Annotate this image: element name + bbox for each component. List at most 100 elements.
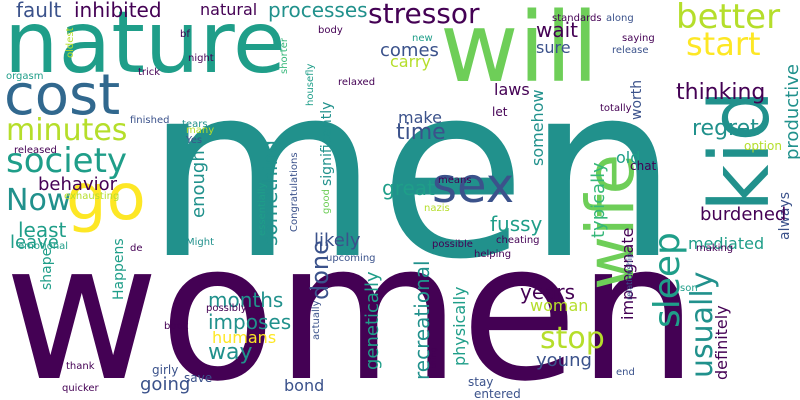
cloud-word-now: Now: [6, 183, 72, 218]
cloud-word-night: night: [188, 53, 214, 64]
cloud-word-possible: possible: [432, 239, 473, 250]
cloud-word-relaxed: relaxed: [338, 77, 376, 88]
cloud-word-release: release: [612, 45, 649, 56]
cloud-word-sure: sure: [536, 38, 571, 57]
cloud-word-tears: tears: [182, 119, 208, 130]
cloud-word-wait: wait: [536, 18, 579, 42]
cloud-word-might: Might: [186, 237, 215, 248]
cloud-word-sex: sex: [432, 158, 515, 214]
cloud-word-let: let: [492, 105, 508, 119]
cloud-word-de: de: [130, 243, 143, 254]
cloud-word-son: son: [680, 283, 698, 294]
cloud-word-start: start: [686, 25, 761, 63]
cloud-word-book: book: [164, 321, 189, 332]
cloud-word-emotional: emotional: [18, 241, 69, 252]
cloud-word-quicker: quicker: [62, 383, 99, 394]
cloud-word-old: old: [616, 148, 641, 167]
cloud-word-shape: shape: [39, 247, 55, 290]
cloud-word-thing: thing: [429, 347, 438, 368]
cloud-word-released: released: [14, 145, 57, 156]
cloud-word-enough: enough: [188, 150, 209, 218]
cloud-word-good: good: [321, 189, 332, 214]
cloud-word-mediated: mediated: [688, 234, 765, 253]
cloud-word-oldest: oldest: [65, 27, 76, 58]
cloud-word-essentially: essentially: [257, 182, 268, 236]
cloud-word-carry: carry: [390, 52, 431, 71]
cloud-word-cost: cost: [4, 63, 121, 128]
cloud-word-orgasm: orgasm: [6, 71, 44, 82]
cloud-word-worth: worth: [629, 79, 645, 120]
cloud-word-saying: saying: [622, 33, 655, 44]
cloud-word-regret: regret: [692, 116, 759, 141]
cloud-word-means: means: [438, 175, 472, 186]
cloud-word-burdened: burdened: [700, 204, 787, 225]
cloud-word-standards: standards: [552, 13, 602, 24]
cloud-word-behavior: behavior: [38, 174, 118, 195]
cloud-word-housefly: housefly: [305, 63, 316, 106]
cloud-word-men: men: [145, 32, 679, 312]
cloud-word-humans: humans: [212, 328, 277, 347]
cloud-word-stop: stop: [540, 321, 605, 356]
cloud-word-significantly: significantly: [319, 101, 335, 186]
cloud-word-will: will: [440, 0, 599, 104]
cloud-word-cheating: cheating: [496, 235, 540, 246]
cloud-word-definitely: definitely: [712, 305, 731, 380]
cloud-word-least: least: [18, 218, 67, 242]
cloud-word-minutes: minutes: [6, 113, 128, 148]
cloud-word-entered: entered: [474, 387, 521, 400]
cloud-word-physically: physically: [450, 286, 469, 366]
cloud-word-relationship: relationship: [625, 252, 634, 300]
cloud-word-laws: laws: [494, 80, 530, 99]
cloud-word-going: going: [140, 374, 191, 395]
cloud-word-thinking: thinking: [676, 80, 766, 105]
cloud-word-many: many: [186, 125, 215, 136]
cloud-word-shorter: shorter: [279, 38, 290, 74]
cloud-word-helping: helping: [474, 249, 512, 260]
cloud-word-girly: girly: [152, 363, 179, 377]
cloud-word-exhausting: exhausting: [64, 191, 120, 202]
cloud-word-way: way: [208, 340, 253, 365]
cloud-word-making: making: [696, 243, 734, 254]
cloud-word-months: months: [208, 288, 284, 312]
cloud-word-great: great: [382, 176, 435, 200]
cloud-word-body: body: [318, 25, 343, 36]
cloud-word-upcoming: upcoming: [326, 253, 376, 264]
cloud-word-fussy: fussy: [490, 212, 543, 236]
cloud-word-totally: totally: [600, 103, 632, 114]
cloud-word-stay: stay: [468, 375, 494, 389]
cloud-word-society: society: [6, 141, 128, 181]
cloud-word-stressor: stressor: [368, 0, 480, 30]
cloud-word-possibly: possibly: [206, 303, 247, 314]
cloud-word-comes: comes: [380, 40, 439, 61]
cloud-word-woman: woman: [530, 296, 589, 315]
cloud-word-leave: leave: [10, 232, 59, 253]
cloud-word-yes: Yes: [186, 135, 203, 146]
cloud-word-happens: Happens: [111, 238, 127, 300]
cloud-word-fault: fault: [16, 0, 62, 22]
cloud-word-nazis: nazis: [424, 203, 450, 214]
cloud-word-nature: nature: [4, 0, 286, 93]
cloud-word-actually: actually: [311, 300, 322, 341]
cloud-word-thank: thank: [66, 361, 95, 372]
cloud-word-genetically: genetically: [362, 271, 383, 370]
cloud-word-chat: chat: [630, 159, 657, 173]
cloud-word-typically: typically: [588, 162, 609, 238]
cloud-word-women: women: [4, 202, 699, 400]
cloud-word-save: save: [184, 371, 213, 385]
cloud-word-likely: likely: [314, 230, 361, 251]
cloud-word-bond: bond: [284, 376, 325, 395]
cloud-word-sleep: sleep: [647, 232, 688, 328]
cloud-word-processes: processes: [268, 0, 368, 22]
cloud-word-years: years: [520, 280, 576, 304]
cloud-word-option: option: [744, 139, 782, 153]
cloud-word-bf: bf: [180, 29, 190, 40]
cloud-word-finished: finished: [130, 115, 170, 126]
cloud-word-imposes: imposes: [208, 310, 292, 334]
cloud-word-young: young: [536, 350, 592, 371]
cloud-word-better: better: [676, 0, 781, 37]
cloud-word-time: time: [396, 120, 446, 145]
cloud-word-somehow: somehow: [528, 89, 547, 166]
cloud-word-natural: natural: [200, 0, 258, 19]
cloud-word-congratulations: Congratulations: [289, 152, 300, 232]
